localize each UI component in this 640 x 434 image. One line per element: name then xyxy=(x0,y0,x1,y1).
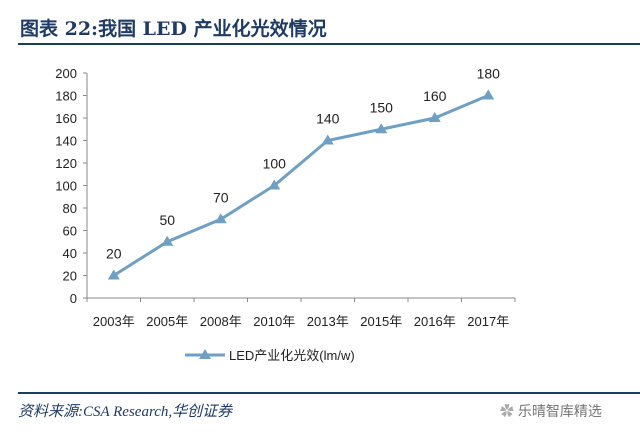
y-tick-label: 20 xyxy=(63,269,77,284)
legend-marker xyxy=(199,349,211,359)
y-tick-label: 100 xyxy=(55,179,77,194)
x-tick-label: 2010年 xyxy=(253,314,295,329)
source-note: 资料来源:CSA Research,华创证券 xyxy=(18,404,233,420)
data-label: 150 xyxy=(370,99,394,115)
figure-title: 图表 22:我国 LED 产业化光效情况 xyxy=(20,18,327,40)
data-point-marker xyxy=(428,112,441,122)
x-tick-label: 2003年 xyxy=(93,314,135,329)
data-label: 70 xyxy=(213,189,229,205)
data-point-marker xyxy=(482,89,495,100)
x-tick-label: 2016年 xyxy=(414,314,456,329)
data-label: 160 xyxy=(423,88,447,104)
y-tick-label: 60 xyxy=(63,224,77,239)
data-label: 20 xyxy=(106,246,122,262)
data-point-marker xyxy=(321,134,334,145)
y-tick-label: 160 xyxy=(55,111,77,126)
series-line xyxy=(112,94,489,277)
data-label: 50 xyxy=(159,212,175,228)
data-label: 100 xyxy=(263,156,287,172)
watermark-text: 乐晴智库精选 xyxy=(517,403,602,419)
y-tick-label: 0 xyxy=(70,291,77,306)
x-tick-label: 2017年 xyxy=(467,314,509,329)
data-point-marker xyxy=(214,213,227,224)
data-point-marker xyxy=(161,235,174,246)
x-tick-label: 2008年 xyxy=(200,314,242,329)
x-tick-label: 2015年 xyxy=(360,314,402,329)
data-point-marker xyxy=(375,123,388,134)
y-tick-label: 140 xyxy=(55,134,77,149)
data-point-marker xyxy=(107,269,120,280)
y-tick-label: 120 xyxy=(55,156,77,171)
y-tick-label: 40 xyxy=(63,246,77,261)
x-tick-label: 2013年 xyxy=(307,314,349,329)
x-tick-label: 2005年 xyxy=(146,314,188,329)
title-rule xyxy=(18,43,640,45)
watermark: ✿ 乐晴智库精选 xyxy=(500,401,602,421)
y-tick-label: 200 xyxy=(55,66,77,81)
source-rule xyxy=(18,392,640,394)
legend-label: LED产业化光效(lm/w) xyxy=(229,348,355,363)
y-tick-label: 180 xyxy=(55,89,77,104)
data-label: 180 xyxy=(477,66,501,82)
data-label: 140 xyxy=(316,111,340,127)
wechat-icon: ✿ xyxy=(500,403,518,419)
data-point-marker xyxy=(268,179,281,190)
y-tick-label: 80 xyxy=(63,201,77,216)
